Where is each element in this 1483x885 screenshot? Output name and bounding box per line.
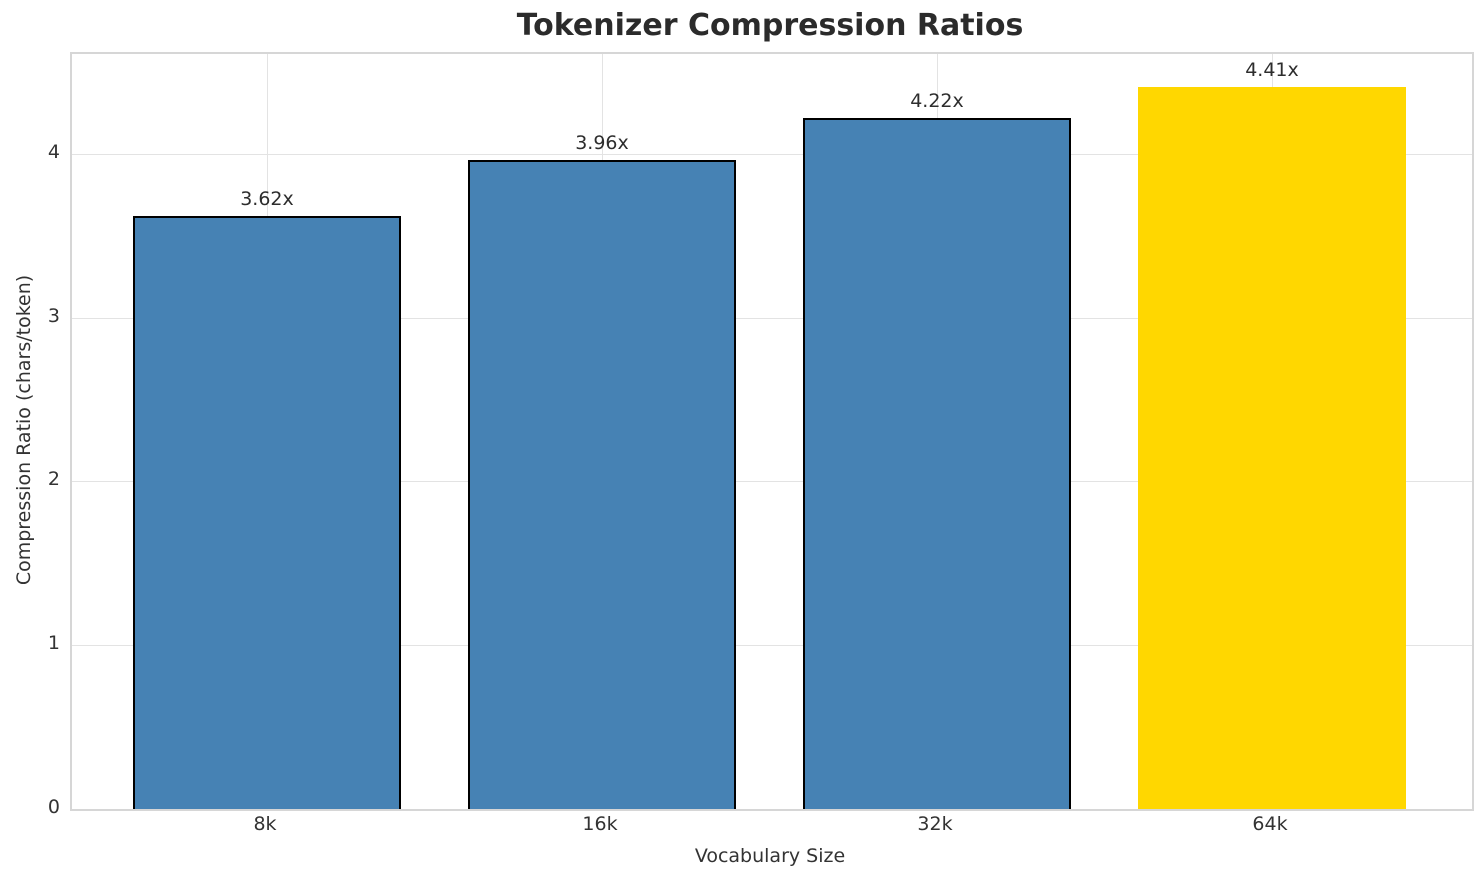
- y-tick-label-1: 1: [47, 632, 60, 655]
- x-tick-label-16k: 16k: [582, 813, 618, 835]
- y-axis-label: Compression Ratio (chars/token): [13, 274, 35, 586]
- bar-value-label: 3.62x: [240, 188, 294, 211]
- bar-32k: [803, 117, 1071, 809]
- bar-64k: [1138, 86, 1406, 809]
- horizontal-gridline: [72, 645, 1472, 647]
- bar-16k: [468, 160, 736, 809]
- horizontal-gridline: [72, 481, 1472, 483]
- bar-8k: [133, 216, 401, 809]
- bar-value-label: 4.41x: [1245, 58, 1299, 81]
- bar-value-label: 4.22x: [910, 89, 964, 112]
- x-tick-label-8k: 8k: [253, 813, 277, 835]
- y-tick-label-4: 4: [47, 140, 60, 163]
- bar-value-label: 3.96x: [575, 132, 629, 155]
- y-tick-label-0: 0: [47, 796, 60, 818]
- plot-area: 3.62x 3.96x 4.22x 4.41x: [70, 52, 1474, 811]
- horizontal-gridline: [72, 317, 1472, 319]
- x-axis-label: Vocabulary Size: [694, 845, 846, 867]
- chart-title: Tokenizer Compression Ratios: [516, 8, 1024, 43]
- y-tick-label-3: 3: [47, 304, 60, 327]
- horizontal-gridline: [72, 153, 1472, 155]
- x-tick-label-64k: 64k: [1252, 813, 1288, 835]
- y-tick-label-2: 2: [47, 468, 60, 491]
- x-tick-label-32k: 32k: [917, 813, 953, 835]
